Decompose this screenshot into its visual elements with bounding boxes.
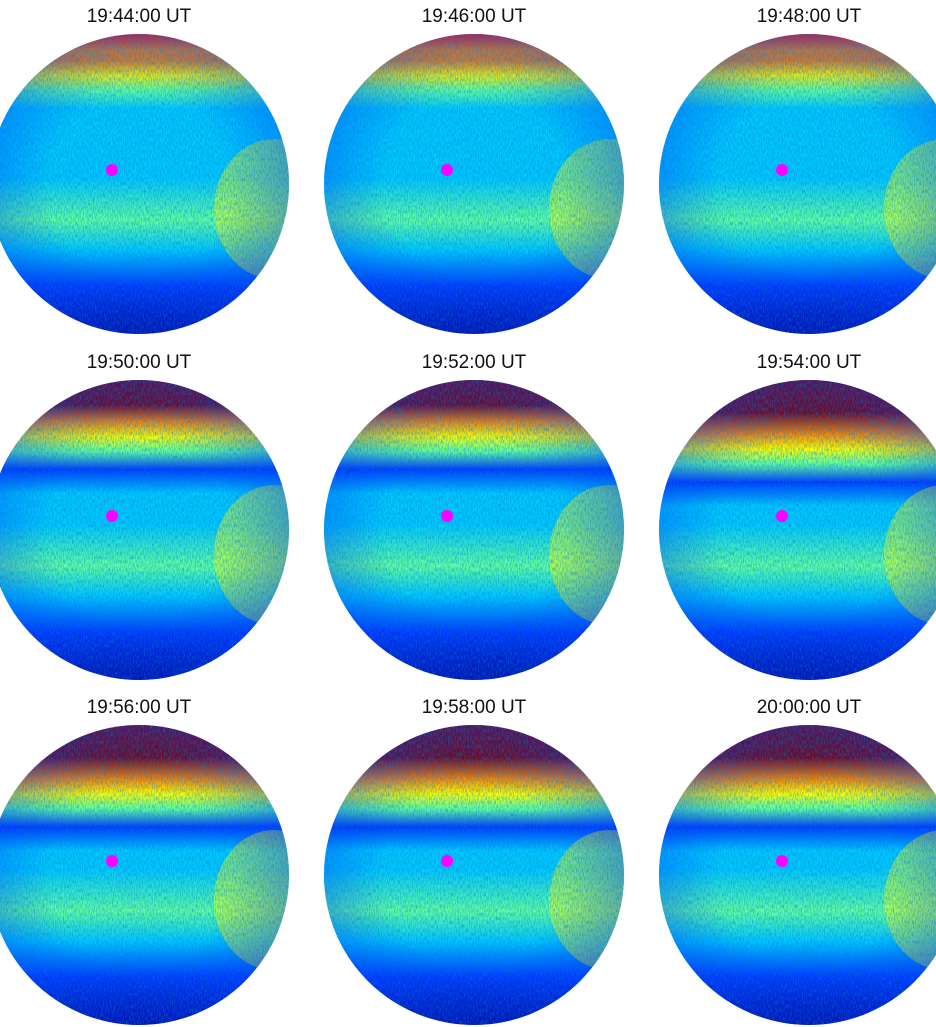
allsky-image [659, 34, 936, 334]
image-texture [324, 34, 624, 334]
allsky-panel: 20:00:00 UT [659, 697, 936, 1027]
panel-timestamp: 19:52:00 UT [421, 352, 527, 373]
panel-timestamp: 19:46:00 UT [421, 6, 527, 27]
allsky-panel: 19:50:00 UT [0, 352, 289, 682]
allsky-panel: 19:52:00 UT [324, 352, 624, 682]
zenith-marker [776, 855, 788, 867]
image-texture [659, 34, 936, 334]
allsky-image [659, 380, 936, 680]
zenith-marker [441, 855, 453, 867]
image-texture [0, 725, 289, 1025]
allsky-panel: 19:46:00 UT [324, 6, 624, 336]
allsky-image [324, 34, 624, 334]
image-texture [659, 725, 936, 1025]
allsky-panel: 19:44:00 UT [0, 6, 289, 336]
panel-timestamp: 19:44:00 UT [86, 6, 192, 27]
allsky-image [0, 380, 289, 680]
allsky-image [324, 380, 624, 680]
zenith-marker [106, 855, 118, 867]
allsky-panel: 19:58:00 UT [324, 697, 624, 1027]
panel-timestamp: 20:00:00 UT [756, 697, 862, 718]
allsky-image [659, 725, 936, 1025]
image-texture [0, 380, 289, 680]
allsky-image [324, 725, 624, 1025]
panel-timestamp: 19:50:00 UT [86, 352, 192, 373]
allsky-image [0, 34, 289, 334]
panel-timestamp: 19:48:00 UT [756, 6, 862, 27]
allsky-panel: 19:48:00 UT [659, 6, 936, 336]
zenith-marker [441, 510, 453, 522]
zenith-marker [106, 510, 118, 522]
allsky-image [0, 725, 289, 1025]
zenith-marker [441, 164, 453, 176]
image-texture [0, 34, 289, 334]
image-texture [324, 380, 624, 680]
image-texture [659, 380, 936, 680]
allsky-panel: 19:56:00 UT [0, 697, 289, 1027]
zenith-marker [776, 510, 788, 522]
image-texture [324, 725, 624, 1025]
panel-timestamp: 19:56:00 UT [86, 697, 192, 718]
panel-timestamp: 19:58:00 UT [421, 697, 527, 718]
zenith-marker [776, 164, 788, 176]
allsky-panel: 19:54:00 UT [659, 352, 936, 682]
zenith-marker [106, 164, 118, 176]
panel-timestamp: 19:54:00 UT [756, 352, 862, 373]
allsky-image-grid: 19:44:00 UT 19:46:00 UT 19:48:00 UT 19:50:0… [0, 6, 936, 1025]
